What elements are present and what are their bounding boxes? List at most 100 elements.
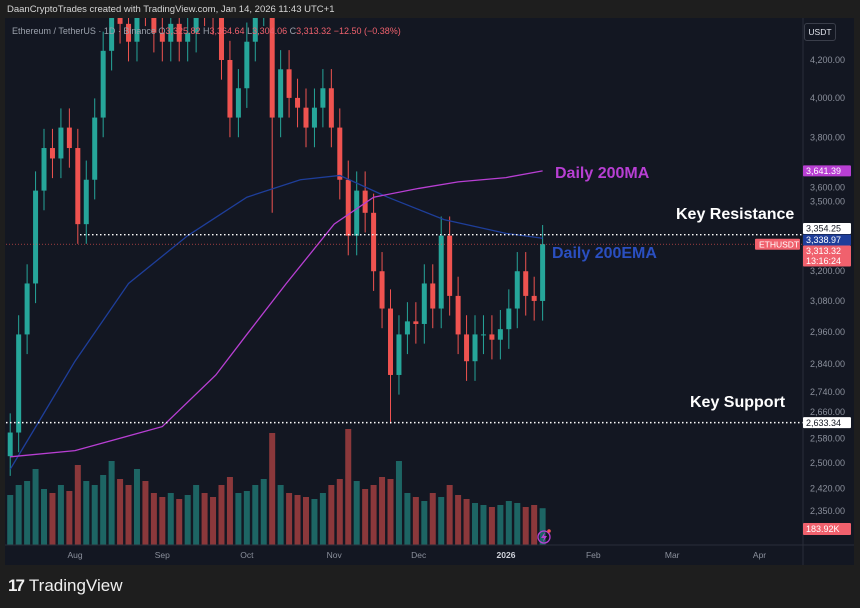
volume-bar: [480, 505, 487, 545]
volume-label-bg: [803, 523, 851, 535]
volume-bar: [362, 489, 369, 545]
candle-body: [83, 179, 89, 225]
volume-bar: [429, 493, 436, 545]
y-tick-label: 3,500.00: [810, 197, 845, 207]
volume-bar: [260, 479, 267, 545]
y-tick-label: 3,080.00: [810, 296, 845, 306]
volume-bar: [176, 499, 183, 545]
volume-bar: [7, 495, 14, 545]
x-tick-label: 2026: [497, 550, 516, 560]
low-value: 3,304.06: [252, 26, 288, 36]
volume-bar: [108, 461, 115, 545]
candle-body: [218, 18, 224, 60]
x-tick-label: Nov: [327, 550, 343, 560]
candle-body: [303, 107, 309, 128]
resistance-price-label-bg: [803, 223, 851, 234]
volume-bar: [395, 461, 402, 545]
volume-bar: [24, 481, 31, 545]
volume-bar: [319, 493, 326, 545]
ema-price-label-bg: [803, 234, 851, 246]
volume-bar: [345, 429, 352, 545]
volume-bar: [133, 469, 140, 545]
ema-annotation: Daily 200EMA: [552, 245, 657, 262]
ma200-line: [10, 170, 543, 458]
candle-body: [311, 107, 317, 128]
candle-body: [16, 334, 22, 433]
candle-body: [7, 432, 13, 457]
candle-body: [143, 0, 148, 6]
y-tick-label: 4,000.00: [810, 93, 845, 103]
candle-body: [49, 148, 55, 159]
candle-body: [252, 18, 258, 42]
candle-body: [320, 88, 326, 108]
candle-body: [211, 6, 216, 15]
volume-bar: [226, 477, 233, 545]
volume-bar: [328, 485, 335, 545]
volume-bar: [100, 475, 107, 545]
candle-body: [514, 271, 520, 309]
candle-body: [497, 329, 503, 340]
volume-bar: [117, 479, 124, 545]
chart-panel[interactable]: [5, 18, 854, 565]
volume-bar: [74, 465, 81, 545]
x-tick-label: Oct: [240, 550, 254, 560]
volume-bar: [277, 485, 284, 545]
tradingview-logo[interactable]: 17 TradingView: [8, 576, 123, 595]
candle-body: [531, 295, 537, 301]
volume-bar: [286, 493, 293, 545]
candle-body: [404, 321, 410, 335]
candle-body: [269, 18, 275, 118]
volume-bar: [412, 497, 419, 545]
resistance-price-label: 3,354.25: [806, 224, 841, 234]
volume-bar: [379, 477, 386, 545]
x-tick-label: Mar: [665, 550, 680, 560]
candle-body: [134, 18, 140, 42]
volume-bar: [91, 485, 98, 545]
candle-body: [159, 32, 165, 42]
candle-body: [337, 127, 343, 180]
currency-button[interactable]: USDT: [804, 23, 836, 41]
volume-bar: [522, 507, 529, 545]
volume-bar: [15, 485, 22, 545]
candle-body: [464, 334, 470, 362]
volume-bar: [463, 499, 470, 545]
candle-body: [244, 41, 250, 89]
candle-body: [540, 244, 546, 301]
candle-body: [455, 295, 461, 335]
volume-bar: [488, 507, 495, 545]
volume-bar: [243, 491, 250, 545]
open-value: 3,325.82: [165, 26, 201, 36]
volume-bar: [514, 503, 521, 545]
symbol-name[interactable]: Ethereum / TetherUS · 1D · Binance: [12, 26, 156, 36]
candle-body: [100, 50, 106, 118]
close-value: 3,313.32: [296, 26, 332, 36]
candle-body: [202, 0, 207, 6]
volume-bar: [438, 497, 445, 545]
candle-body: [379, 271, 385, 309]
x-tick-label: Aug: [67, 550, 82, 560]
volume-bar: [57, 485, 64, 545]
candle-body: [295, 97, 301, 108]
y-tick-label: 2,350.00: [810, 506, 845, 516]
x-tick-label: Dec: [411, 550, 427, 560]
volume-bar: [142, 481, 149, 545]
candle-body: [227, 60, 233, 118]
volume-bar: [41, 489, 48, 545]
volume-bar: [387, 479, 394, 545]
volume-bar: [150, 493, 157, 545]
notification-dot-icon: [547, 529, 551, 533]
volume-bar: [497, 505, 504, 545]
volume-bar: [184, 495, 191, 545]
ma-price-label: 3,641.39: [806, 166, 841, 176]
support-price-label: 2,633.34: [806, 418, 841, 428]
candle-body: [489, 334, 495, 340]
volume-bar: [49, 493, 56, 545]
symbol-label: ETHUSDT: [759, 239, 799, 249]
high-value: 3,364.64: [209, 26, 245, 36]
y-tick-label: 2,660.00: [810, 407, 845, 417]
chart-credit: DaanCryptoTrades created with TradingVie…: [7, 4, 335, 15]
volume-bar: [505, 501, 512, 545]
candle-body: [176, 23, 182, 42]
volume-bar: [252, 485, 259, 545]
